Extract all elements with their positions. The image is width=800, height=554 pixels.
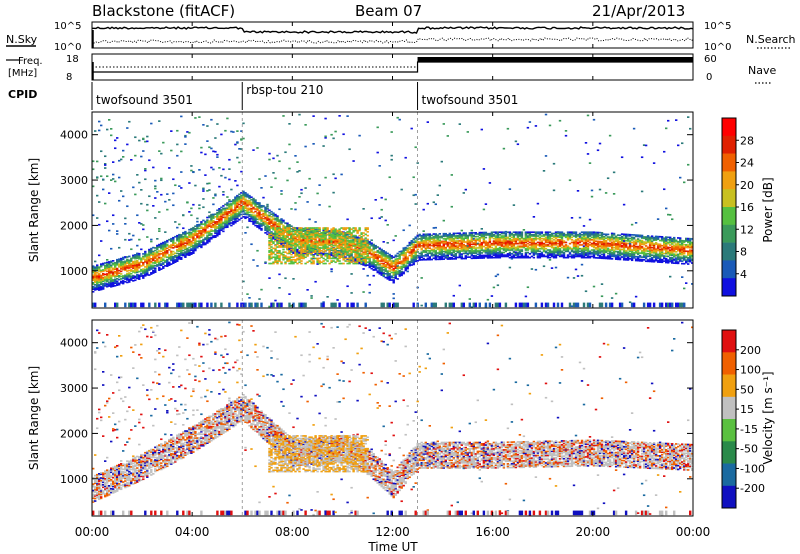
colorbar-cell [722, 419, 736, 442]
x-axis-ticks: 00:00 04:00 08:00 12:00 16:00 20:00 00:00 [75, 22, 711, 539]
nave-block [417, 57, 693, 62]
freq-trace [92, 61, 693, 73]
y-tick-label: 3000 [60, 174, 88, 187]
freq-tick-top: 18 [66, 54, 79, 65]
power-colorbar-label: Power [dB] [761, 177, 775, 242]
colorbar-tick-label: 12 [740, 223, 754, 236]
cpid-segment-label: rbsp-tou 210 [246, 83, 323, 97]
y-tick-label: 4000 [60, 337, 88, 350]
colorbar-tick-label: 24 [740, 157, 754, 170]
cpid-label: CPID [8, 88, 37, 101]
date-title: 21/Apr/2013 [592, 2, 685, 20]
colorbar-tick-label: 200 [740, 344, 761, 357]
colorbar-tick-label: -15 [740, 423, 758, 436]
x-tick-label: 12:00 [375, 525, 410, 539]
y-tick-label: 1000 [60, 265, 88, 278]
power-ylabel: Slant Range [km] [27, 158, 41, 262]
nsky-tick-bottom: 10^0 [54, 42, 81, 53]
colorbar-cell [722, 207, 736, 226]
velocity-ylabel: Slant Range [km] [27, 366, 41, 470]
colorbar-tick-label: 28 [740, 134, 754, 147]
colorbar-cell [722, 260, 736, 279]
nsearch-tick-top: 10^5 [704, 21, 731, 32]
colorbar-cell [722, 118, 736, 137]
y-tick-label: 3000 [60, 382, 88, 395]
x-tick-label: 16:00 [475, 525, 510, 539]
y-tick-label: 4000 [60, 129, 88, 142]
velocity-yticks: 1000 2000 3000 4000 [60, 337, 693, 486]
x-tick-label: 00:00 [676, 525, 711, 539]
colorbar-cell [722, 352, 736, 375]
colorbar-cell [722, 135, 736, 154]
nsearch-tick-bottom: 10^0 [704, 42, 731, 53]
velocity-panel [91, 319, 694, 517]
freq-tick-bottom: 8 [66, 72, 72, 83]
colorbar-cell [722, 224, 736, 243]
colorbar-cell [722, 396, 736, 420]
cpid-segment-label: twofsound 3501 [96, 93, 193, 107]
velocity-pixels [92, 320, 694, 517]
colorbar-tick-label: 4 [740, 268, 747, 281]
colorbar-cell [722, 171, 736, 190]
x-tick-label: 00:00 [75, 525, 110, 539]
nave-tick-bottom: 0 [706, 72, 712, 83]
colorbar-cell [722, 374, 736, 398]
x-tick-label: 20:00 [576, 525, 611, 539]
nsky-label: N.Sky [6, 33, 38, 46]
y-tick-label: 2000 [60, 219, 88, 232]
colorbar-cell [722, 463, 736, 487]
freq-traces [92, 57, 693, 80]
colorbar-tick-label: 50 [740, 383, 754, 396]
colorbar-tick-label: -200 [740, 482, 765, 495]
beam-title: Beam 07 [355, 2, 422, 20]
power-yticks: 1000 2000 3000 4000 [60, 129, 693, 278]
nsearch-label: N.Search [746, 33, 796, 46]
nave-label: Nave [748, 64, 776, 77]
x-tick-label: 04:00 [175, 525, 210, 539]
colorbar-tick-label: 100 [740, 364, 761, 377]
colorbar-cell [722, 153, 736, 172]
colorbar-tick-label: 16 [740, 201, 754, 214]
colorbar-tick-label: 15 [740, 403, 754, 416]
colorbar-cell [722, 278, 736, 297]
power-colorbar: 28 24 20 16 12 8 4 [721, 117, 754, 297]
x-tick-label: 08:00 [275, 525, 310, 539]
colorbar-cell [722, 189, 736, 208]
y-tick-label: 2000 [60, 427, 88, 440]
power-panel [91, 111, 694, 309]
colorbar-tick-label: -100 [740, 462, 765, 475]
cpid-segment-label: twofsound 3501 [422, 93, 519, 107]
y-tick-label: 1000 [60, 473, 88, 486]
nsky-traces [91, 26, 694, 48]
colorbar-cell [722, 330, 736, 353]
nsky-trace [92, 26, 694, 34]
freq-unit-label: [MHz] [8, 68, 37, 79]
colorbar-tick-label: 8 [740, 246, 747, 259]
station-title: Blackstone (fitACF) [92, 2, 235, 20]
cpid-row: twofsound 3501 rbsp-tou 210 twofsound 3501 [91, 82, 519, 110]
x-axis-label: Time UT [367, 540, 418, 554]
colorbar-cell [722, 441, 736, 464]
nave-tick-top: 60 [704, 54, 717, 65]
colorbar-cell [722, 242, 736, 261]
velocity-colorbar: 200 100 50 15 -15 -50 -100 -200 [721, 329, 765, 509]
velocity-colorbar-label: Velocity [m s⁻¹] [761, 371, 775, 464]
colorbar-cell [722, 485, 736, 509]
nsky-tick-top: 10^5 [54, 21, 81, 32]
colorbar-tick-label: -50 [740, 443, 758, 456]
colorbar-tick-label: 20 [740, 179, 754, 192]
nsearch-trace [91, 37, 694, 44]
power-pixels [92, 112, 694, 309]
freq-label: Freq. [18, 56, 43, 67]
